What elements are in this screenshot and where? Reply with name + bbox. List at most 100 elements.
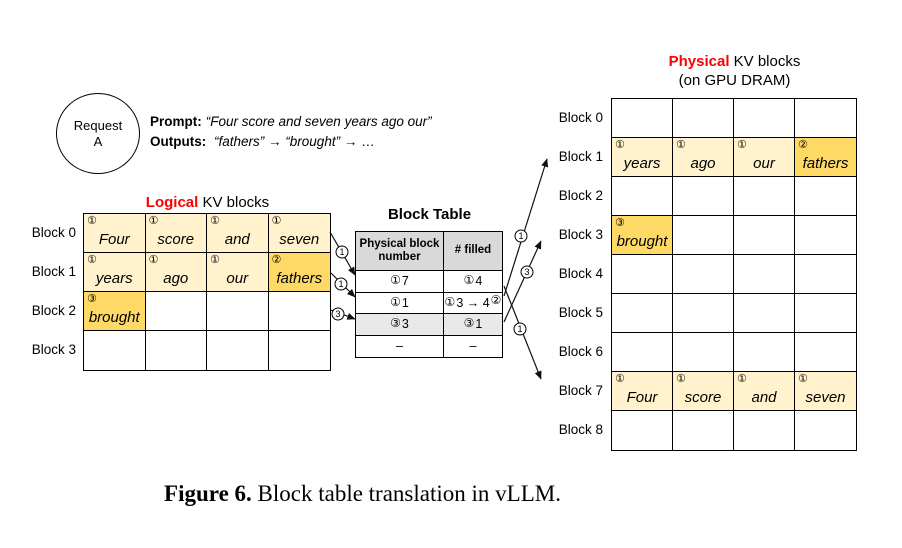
block-table-header-cell: # filled bbox=[444, 232, 502, 271]
block-table-value: 3 → 4 bbox=[456, 295, 490, 310]
physical-kv-table: ① years ① ago ① our ② fathers ③ brought ① Four ① scor… bbox=[611, 98, 857, 451]
row-label: Block 1 bbox=[31, 264, 76, 279]
kv-cell: ① years bbox=[84, 253, 146, 292]
kv-cell bbox=[207, 292, 269, 331]
mapping-arrow bbox=[329, 231, 356, 276]
block-table: Physical block number # filled ① 7 ① 4 ① 1 ① 3 → … bbox=[355, 231, 503, 358]
kv-cell: ① score bbox=[145, 214, 207, 253]
figure-caption: Figure 6. Block table translation in vLL… bbox=[40, 481, 685, 507]
kv-cell bbox=[612, 177, 673, 216]
outputs-part: → bbox=[264, 133, 286, 149]
step-marker: ① bbox=[615, 372, 625, 385]
kv-cell bbox=[673, 294, 734, 333]
kv-cell: ② fathers bbox=[795, 138, 856, 177]
step-marker: ① bbox=[615, 138, 625, 151]
step-marker: ① bbox=[737, 138, 747, 151]
token-word: Four bbox=[98, 231, 130, 248]
row-label: Block 5 bbox=[558, 305, 603, 320]
kv-cell bbox=[795, 99, 856, 138]
row-label: Block 2 bbox=[31, 303, 76, 318]
block-table-title: Block Table bbox=[387, 206, 472, 223]
block-table-value: 3 bbox=[401, 317, 409, 332]
kv-cell: ① seven bbox=[795, 372, 856, 411]
kv-cell: ① our bbox=[207, 253, 269, 292]
block-table-cell: – bbox=[356, 335, 444, 357]
arrow-step-number: 1 bbox=[339, 247, 344, 257]
row-label: Block 7 bbox=[558, 383, 603, 398]
block-table-value: 1 bbox=[475, 317, 483, 332]
token-word: score bbox=[684, 389, 722, 406]
kv-cell bbox=[268, 331, 330, 370]
block-table-header-cell: Physical block number bbox=[356, 232, 444, 271]
kv-cell bbox=[612, 333, 673, 372]
row-label: Block 2 bbox=[558, 188, 603, 203]
token-word: ago bbox=[690, 155, 716, 172]
physical-title-accent: Physical bbox=[668, 53, 730, 70]
step-marker: ③ bbox=[463, 316, 475, 331]
logical-title-rest: KV blocks bbox=[198, 194, 270, 211]
request-badge-text: Request A bbox=[74, 118, 122, 150]
kv-cell: ② fathers bbox=[268, 253, 330, 292]
token-word: years bbox=[623, 155, 661, 172]
caption-label: Figure 6. bbox=[164, 481, 252, 506]
token-word: score bbox=[157, 231, 195, 248]
kv-cell bbox=[612, 411, 673, 450]
kv-cell bbox=[673, 99, 734, 138]
token-word: and bbox=[224, 231, 250, 248]
token-word: brought bbox=[616, 233, 668, 250]
block-table-value: 7 bbox=[401, 274, 409, 289]
row-label: Block 0 bbox=[31, 225, 76, 240]
kv-cell: ① our bbox=[734, 138, 795, 177]
kv-cell bbox=[734, 216, 795, 255]
kv-cell bbox=[145, 331, 207, 370]
step-marker: ① bbox=[148, 253, 159, 266]
kv-cell: ① years bbox=[612, 138, 673, 177]
arrow-step-number: 1 bbox=[338, 279, 343, 289]
block-table-value: 1 bbox=[401, 295, 409, 310]
mapping-arrow bbox=[330, 272, 356, 298]
physical-title-subtitle: (on GPU DRAM) bbox=[678, 72, 791, 89]
step-marker: ① bbox=[87, 253, 97, 266]
kv-cell: ① Four bbox=[84, 214, 146, 253]
request-badge-line1: Request bbox=[73, 117, 123, 133]
step-marker: ② bbox=[490, 292, 502, 307]
kv-cell bbox=[145, 292, 207, 331]
kv-cell bbox=[795, 411, 856, 450]
block-table-cell: – bbox=[444, 335, 502, 357]
physical-kv-title: Physical KV blocks (on GPU DRAM) bbox=[611, 52, 858, 90]
kv-cell: ③ brought bbox=[84, 292, 146, 331]
outputs-line: Outputs: “fathers” → “brought” → … bbox=[150, 132, 432, 152]
token-word: and bbox=[751, 389, 777, 406]
request-badge-line2: A bbox=[93, 133, 103, 149]
token-word: seven bbox=[279, 231, 320, 248]
outputs-label: Outputs: bbox=[150, 133, 207, 149]
kv-cell: ① score bbox=[673, 372, 734, 411]
kv-cell: ① seven bbox=[268, 214, 330, 253]
kv-cell bbox=[734, 411, 795, 450]
step-marker: ② bbox=[798, 138, 808, 151]
step-marker: ① bbox=[676, 372, 686, 385]
kv-cell bbox=[795, 294, 856, 333]
token-word: years bbox=[95, 270, 133, 287]
outputs-part: “brought” bbox=[285, 133, 341, 149]
block-table-value: – bbox=[469, 339, 477, 354]
token-word: fathers bbox=[276, 270, 323, 287]
step-marker: ① bbox=[148, 214, 159, 227]
kv-cell: ① ago bbox=[145, 253, 207, 292]
token-word: seven bbox=[805, 389, 846, 406]
kv-cell bbox=[795, 177, 856, 216]
step-marker: ③ bbox=[87, 292, 97, 305]
kv-cell: ① and bbox=[207, 214, 269, 253]
kv-cell: ① and bbox=[734, 372, 795, 411]
outputs-text: “fathers” → “brought” → … bbox=[210, 134, 375, 149]
row-label: Block 1 bbox=[558, 149, 603, 164]
step-marker: ① bbox=[676, 138, 686, 151]
arrow-step-number: 3 bbox=[335, 309, 340, 319]
step-marker: ③ bbox=[390, 316, 401, 331]
row-label: Block 3 bbox=[558, 227, 603, 242]
caption-text: Block table translation in vLLM. bbox=[251, 481, 561, 506]
logical-kv-title: Logical KV blocks bbox=[83, 195, 332, 211]
kv-cell bbox=[795, 333, 856, 372]
